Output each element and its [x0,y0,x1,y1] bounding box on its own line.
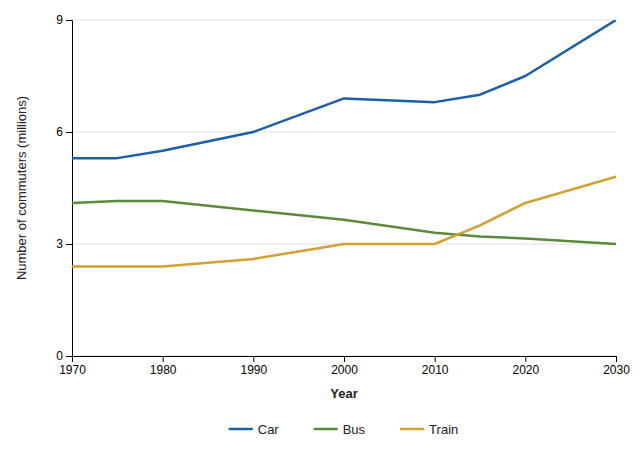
series-line [72,201,616,244]
legend-label: Car [258,422,280,437]
y-tick: 0 [56,349,72,363]
y-tick-label: 9 [56,13,63,27]
x-tick-mark [525,356,526,362]
x-tick: 2010 [422,356,449,377]
x-tick: 1980 [150,356,177,377]
legend-item: Car [230,422,280,437]
legend-swatch [315,428,337,431]
legend-label: Train [429,422,458,437]
y-tick-label: 0 [56,349,63,363]
y-tick-mark [66,356,72,357]
y-tick-mark [66,20,72,21]
x-tick: 2020 [512,356,539,377]
x-tick-label: 1990 [240,363,267,377]
x-tick-label: 2020 [512,363,539,377]
y-tick-label: 6 [56,125,63,139]
x-axis: 1970 1980 1990 2000 2010 2020 2030 [59,356,630,377]
legend-swatch [230,428,252,431]
y-tick-mark [66,132,72,133]
x-tick-label: 2030 [603,363,630,377]
legend: Car Bus Train [230,422,459,437]
x-tick-mark [253,356,254,362]
y-axis-line [66,21,73,357]
x-tick-label: 1970 [59,363,86,377]
x-tick: 1970 [59,356,86,377]
y-tick: 9 [56,13,72,27]
lines [72,20,616,266]
series-line [72,20,616,158]
x-tick-mark [344,356,345,362]
legend-label: Bus [343,422,366,437]
y-tick-mark [66,244,72,245]
y-tick: 6 [56,125,72,139]
x-tick-label: 2010 [422,363,449,377]
grid-line [72,20,616,21]
grid [72,20,616,356]
y-tick-label: 3 [56,237,63,251]
x-tick-mark [163,356,164,362]
legend-swatch [401,428,423,431]
x-tick-mark [435,356,436,362]
chart: 1970 1980 1990 2000 2010 2020 2030 0 3 6 9 Year Numb… [0,0,640,451]
x-axis-line [73,357,617,363]
x-axis-title: Year [330,386,357,401]
legend-item: Train [401,422,458,437]
x-tick-label: 2000 [331,363,358,377]
series-line [72,177,616,267]
x-tick: 1990 [240,356,267,377]
y-tick: 3 [56,237,72,251]
x-tick: 2000 [331,356,358,377]
grid-line [72,132,616,133]
y-axis-title: Number of commuters (millions) [14,96,29,280]
y-axis: 0 3 6 9 [56,13,72,363]
x-tick: 2030 [603,356,630,377]
x-tick-mark [616,356,617,362]
plot: 1970 1980 1990 2000 2010 2020 2030 0 3 6 9 Year Numb… [14,13,630,401]
x-tick-label: 1980 [150,363,177,377]
legend-item: Bus [315,422,366,437]
